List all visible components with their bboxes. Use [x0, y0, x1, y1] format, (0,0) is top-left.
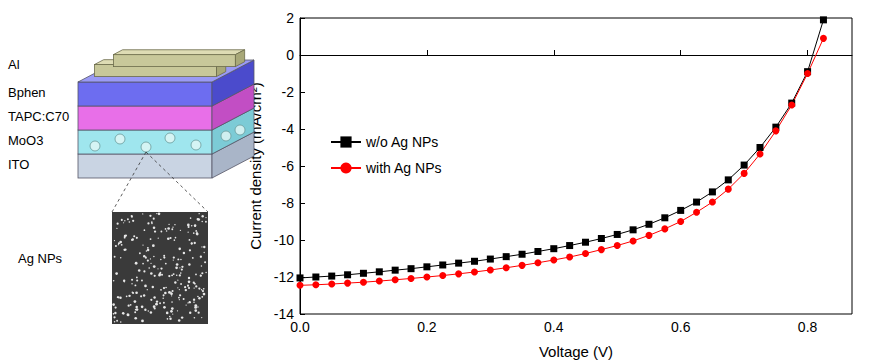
svg-text:MoO3: MoO3 [8, 133, 43, 148]
svg-text:0.0: 0.0 [290, 319, 310, 335]
svg-text:Al: Al [8, 57, 20, 72]
svg-text:with Ag NPs: with Ag NPs [365, 160, 441, 176]
svg-text:-12: -12 [274, 269, 294, 285]
svg-text:-8: -8 [282, 195, 295, 211]
svg-text:Ag NPs: Ag NPs [18, 251, 63, 266]
svg-text:Voltage (V): Voltage (V) [539, 343, 613, 360]
svg-text:0: 0 [286, 47, 294, 63]
svg-text:-4: -4 [282, 121, 295, 137]
svg-text:Bphen: Bphen [8, 85, 46, 100]
svg-text:ITO: ITO [8, 157, 29, 172]
svg-text:0.6: 0.6 [671, 319, 691, 335]
svg-text:Current density (mA/cm²): Current density (mA/cm²) [246, 82, 264, 250]
svg-text:0.8: 0.8 [798, 319, 818, 335]
svg-text:-2: -2 [282, 84, 295, 100]
svg-text:0.4: 0.4 [544, 319, 564, 335]
svg-text:0.2: 0.2 [417, 319, 437, 335]
svg-text:2: 2 [286, 10, 294, 26]
svg-text:-10: -10 [274, 232, 294, 248]
svg-text:-14: -14 [273, 306, 294, 322]
svg-text:-6: -6 [282, 158, 295, 174]
svg-text:w/o Ag NPs: w/o Ag NPs [365, 134, 438, 150]
svg-text:TAPC:C70: TAPC:C70 [8, 109, 69, 124]
